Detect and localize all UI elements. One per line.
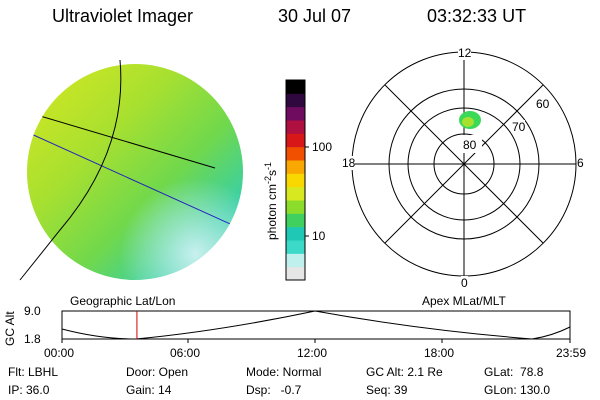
colorbar-segment <box>286 213 305 228</box>
colorbar-frame <box>285 79 306 281</box>
colorbar-segment <box>286 146 305 161</box>
earth-image <box>19 59 243 281</box>
colorbar-ticks <box>305 146 309 237</box>
colorbar-segment <box>286 93 305 108</box>
colorbar-unit-label: photon cm-2s-1 <box>263 161 279 240</box>
meridian-line <box>19 59 122 281</box>
lat-label-70: 70 <box>512 120 526 134</box>
colorbar-segment <box>286 120 305 134</box>
colorbar-segment <box>286 200 305 214</box>
lat-label-80: 80 <box>463 138 477 152</box>
colorbar-tick-100: 100 <box>312 140 333 154</box>
lat-label-60: 60 <box>536 97 550 111</box>
apex-caption: Apex MLat/MLT <box>422 294 506 308</box>
tick-0600: 06:00 <box>170 346 201 360</box>
colorbar-segment <box>286 80 305 94</box>
instrument-title: Ultraviolet Imager <box>52 6 194 26</box>
latlon-line-blue <box>27 127 243 233</box>
alt-max-label: 9.0 <box>24 304 41 318</box>
status-ip: IP: 36.0 <box>8 383 50 397</box>
mlt-label-6: 6 <box>577 156 584 170</box>
latlon-line-black <box>27 109 216 169</box>
colorbar-segment <box>286 253 305 268</box>
mlt-label-12: 12 <box>458 46 472 60</box>
tick-2359: 23:59 <box>556 346 587 360</box>
mlt-label-0: 0 <box>461 276 468 290</box>
status-seq: Seq: 39 <box>366 383 408 397</box>
alt-min-label: 1.8 <box>24 332 41 346</box>
colorbar-segment <box>286 240 305 254</box>
status-mode: Mode: Normal <box>246 365 322 379</box>
tick-1800: 18:00 <box>424 346 455 360</box>
status-flt: Flt: LBHL <box>8 365 59 379</box>
colorbar-segment <box>286 106 305 121</box>
tick-1200: 12:00 <box>297 346 328 360</box>
status-glat: GLat: 78.8 <box>484 365 544 379</box>
altitude-timeline <box>61 310 571 343</box>
gc-alt-axis-label: GC Alt <box>3 311 17 346</box>
colorbar-segment <box>286 226 305 241</box>
auroral-spot <box>459 111 481 129</box>
status-door: Door: Open <box>126 365 189 379</box>
colorbar-segment <box>286 133 305 148</box>
colorbar-tick-10: 10 <box>312 229 326 243</box>
status-gc-alt: GC Alt: 2.1 Re <box>366 365 443 379</box>
status-gain: Gain: 14 <box>126 383 172 397</box>
geo-caption: Geographic Lat/Lon <box>70 294 176 308</box>
colorbar-segment <box>286 173 305 188</box>
colorbar-segment <box>286 160 305 174</box>
mlt-label-18: 18 <box>342 156 356 170</box>
color-scale-bar <box>285 79 306 281</box>
time-label: 03:32:33 UT <box>427 6 527 26</box>
colorbar-segment <box>286 266 305 281</box>
tick-0000: 00:00 <box>44 346 75 360</box>
colorbar-segment <box>286 186 305 201</box>
polar-plot <box>351 51 577 277</box>
status-glon: GLon: 130.0 <box>484 383 551 397</box>
ring80-label-bg <box>460 135 482 153</box>
status-dsp: Dsp: -0.7 <box>246 383 302 397</box>
date-label: 30 Jul 07 <box>278 6 352 26</box>
